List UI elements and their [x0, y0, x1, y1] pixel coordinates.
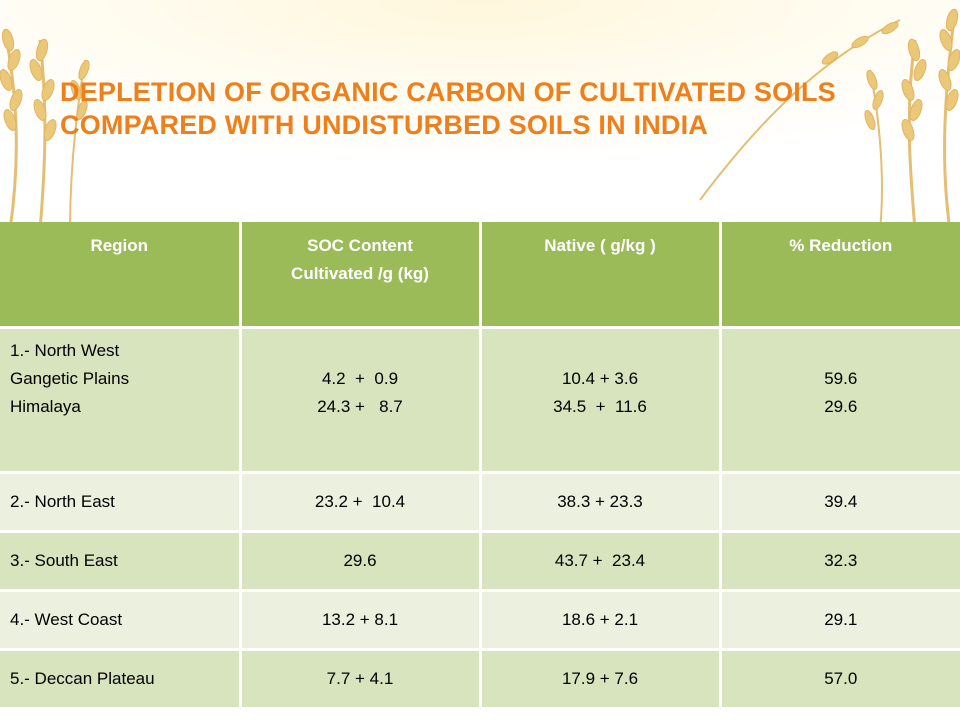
value-line: 29.6: [824, 396, 858, 416]
value-line: 10.4 + 3.6: [561, 368, 639, 388]
slide-title-line-1: DEPLETION OF ORGANIC CARBON OF CULTIVATE…: [60, 77, 836, 107]
cell-reduction: 59.6 29.6: [720, 327, 960, 474]
header-region: Region: [0, 222, 242, 329]
wheat-left-icon: [0, 28, 90, 230]
cell-region: 3.- South East: [0, 531, 242, 592]
region-line: Himalaya: [10, 396, 81, 416]
cell-reduction: 39.4: [720, 472, 960, 533]
cell-region: 2.- North East: [0, 472, 242, 533]
cell-reduction: 57.0: [720, 649, 960, 710]
cell-cultivated: 13.2 + 8.1: [240, 590, 482, 651]
value-line: 24.3 + 8.7: [317, 396, 403, 416]
cell-native: 43.7 + 23.4: [480, 531, 722, 592]
cell-region: 5.- Deccan Plateau: [0, 649, 242, 710]
cell-cultivated: 4.2 + 0.9 24.3 + 8.7: [240, 327, 482, 474]
table-row: 1.- North West Gangetic Plains Himalaya …: [0, 327, 960, 474]
cell-region: 4.- West Coast: [0, 590, 242, 651]
slide-title-line-2: COMPARED WITH UNDISTURBED SOILS IN INDIA: [60, 110, 708, 140]
value-line: 34.5 + 11.6: [553, 396, 647, 416]
cell-region: 1.- North West Gangetic Plains Himalaya: [0, 327, 242, 474]
wheat-background-illustration: [0, 0, 960, 230]
header-soc-content: SOC Content Cultivated /g (kg): [240, 222, 482, 329]
region-line: 1.- North West: [10, 340, 120, 360]
soc-depletion-table: Region SOC Content Cultivated /g (kg) Na…: [0, 222, 960, 710]
wheat-right-icon: [699, 8, 960, 230]
cell-reduction: 32.3: [720, 531, 960, 592]
cell-native: 18.6 + 2.1: [480, 590, 722, 651]
cell-reduction: 29.1: [720, 590, 960, 651]
bottom-margin: [0, 708, 960, 720]
table-row: 2.- North East 23.2 + 10.4 38.3 + 23.3 3…: [0, 472, 960, 533]
cell-native: 10.4 + 3.6 34.5 + 11.6: [480, 327, 722, 474]
header-native: Native ( g/kg ): [480, 222, 722, 329]
cell-cultivated: 23.2 + 10.4: [240, 472, 482, 533]
table-row: 5.- Deccan Plateau 7.7 + 4.1 17.9 + 7.6 …: [0, 649, 960, 710]
table-row: 3.- South East 29.6 43.7 + 23.4 32.3: [0, 531, 960, 592]
header-reduction: % Reduction: [720, 222, 960, 329]
cell-native: 17.9 + 7.6: [480, 649, 722, 710]
value-line: 4.2 + 0.9: [321, 368, 399, 388]
value-line: 59.6: [824, 368, 858, 388]
cell-cultivated: 29.6: [240, 531, 482, 592]
slide-title: DEPLETION OF ORGANIC CARBON OF CULTIVATE…: [60, 76, 940, 142]
header-soc-line-2: Cultivated /g (kg): [291, 264, 429, 283]
cell-native: 38.3 + 23.3: [480, 472, 722, 533]
region-line: Gangetic Plains: [10, 368, 130, 388]
header-soc-line-1: SOC Content: [307, 236, 413, 255]
table-row: 4.- West Coast 13.2 + 8.1 18.6 + 2.1 29.…: [0, 590, 960, 651]
cell-cultivated: 7.7 + 4.1: [240, 649, 482, 710]
table-header-row: Region SOC Content Cultivated /g (kg) Na…: [0, 222, 960, 329]
